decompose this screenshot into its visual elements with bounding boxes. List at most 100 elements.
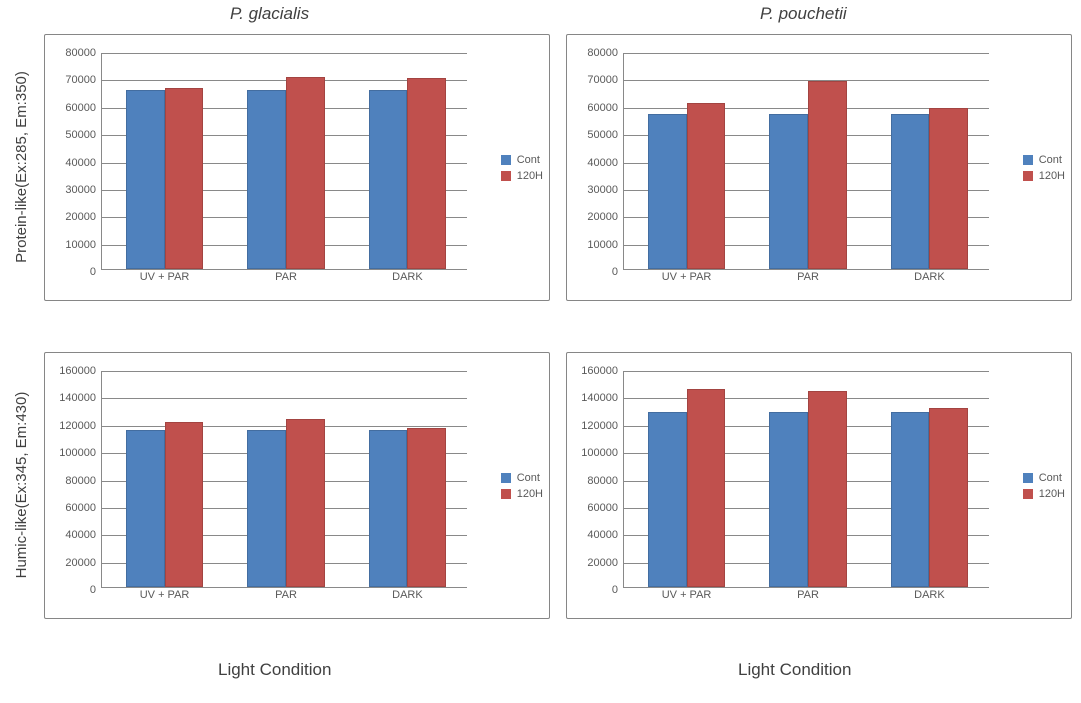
gridline (102, 398, 467, 399)
chart-humic-pouchetii: 0200004000060000800001000001200001400001… (566, 352, 1072, 619)
legend-swatch-120h (1023, 171, 1033, 181)
y-tick-label: 50000 (46, 129, 96, 141)
col-title-glacialis: P. glacialis (230, 4, 309, 24)
y-tick-label: 160000 (568, 365, 618, 377)
legend-item-120h: 120H (501, 488, 543, 500)
x-tick-label: DARK (392, 589, 423, 601)
gridline (624, 371, 989, 372)
y-tick-label: 70000 (568, 74, 618, 86)
legend-swatch-cont (501, 473, 511, 483)
y-tick-label: 40000 (46, 529, 96, 541)
y-tick-label: 0 (568, 584, 618, 596)
bar-h120 (286, 77, 325, 269)
bar-cont (369, 90, 408, 269)
y-tick-label: 40000 (568, 157, 618, 169)
y-tick-label: 0 (46, 266, 96, 278)
x-tick-label: PAR (275, 271, 297, 283)
row-title-humic: Humic-like(Ex:345, Em:430) (13, 355, 31, 615)
y-tick-label: 80000 (568, 475, 618, 487)
legend: Cont 120H (1023, 150, 1065, 186)
legend-item-cont: Cont (1023, 472, 1065, 484)
legend: Cont 120H (1023, 468, 1065, 504)
y-tick-label: 10000 (46, 239, 96, 251)
y-tick-label: 0 (46, 584, 96, 596)
y-tick-label: 60000 (568, 102, 618, 114)
bar-h120 (407, 428, 446, 587)
bar-h120 (165, 88, 204, 269)
legend-label: Cont (517, 472, 540, 484)
legend-item-cont: Cont (1023, 154, 1065, 166)
bar-cont (247, 90, 286, 269)
y-tick-label: 80000 (46, 47, 96, 59)
figure-grid: P. glacialis P. pouchetii Protein-like(E… (0, 0, 1081, 703)
bar-cont (891, 412, 930, 587)
x-ticks: UV + PAR PAR DARK (102, 271, 467, 289)
legend-label: Cont (517, 154, 540, 166)
bar-h120 (929, 108, 968, 270)
legend-label: Cont (1039, 472, 1062, 484)
col-title-pouchetii: P. pouchetii (760, 4, 847, 24)
plot-area: 0200004000060000800001000001200001400001… (623, 371, 989, 588)
legend-item-cont: Cont (501, 154, 543, 166)
x-axis-title-right: Light Condition (738, 660, 851, 680)
x-axis-title-left: Light Condition (218, 660, 331, 680)
bar-h120 (687, 103, 726, 269)
y-tick-label: 100000 (568, 447, 618, 459)
x-tick-label: DARK (392, 271, 423, 283)
bar-h120 (808, 391, 847, 587)
gridline (624, 53, 989, 54)
gridline (624, 398, 989, 399)
plot-area: 0100002000030000400005000060000700008000… (623, 53, 989, 270)
y-tick-label: 30000 (568, 184, 618, 196)
x-tick-label: PAR (275, 589, 297, 601)
bar-h120 (808, 81, 847, 269)
x-tick-label: UV + PAR (140, 589, 190, 601)
legend-swatch-cont (501, 155, 511, 165)
bar-cont (247, 430, 286, 587)
bar-cont (769, 412, 808, 587)
legend-item-120h: 120H (1023, 170, 1065, 182)
x-tick-label: UV + PAR (140, 271, 190, 283)
x-tick-label: PAR (797, 589, 819, 601)
legend-swatch-cont (1023, 473, 1033, 483)
legend-swatch-120h (1023, 489, 1033, 499)
x-ticks: UV + PAR PAR DARK (102, 589, 467, 607)
bar-h120 (286, 419, 325, 587)
legend-label: 120H (517, 488, 543, 500)
gridline (102, 371, 467, 372)
x-ticks: UV + PAR PAR DARK (624, 589, 989, 607)
y-tick-label: 20000 (46, 211, 96, 223)
y-tick-label: 140000 (568, 392, 618, 404)
x-tick-label: DARK (914, 589, 945, 601)
y-tick-label: 30000 (46, 184, 96, 196)
bar-cont (369, 430, 408, 587)
legend-item-120h: 120H (501, 170, 543, 182)
y-tick-label: 0 (568, 266, 618, 278)
y-tick-label: 20000 (46, 557, 96, 569)
row-title-protein: Protein-like(Ex:285, Em:350) (13, 37, 31, 297)
bar-h120 (687, 389, 726, 587)
y-tick-label: 60000 (46, 102, 96, 114)
plot-area: 0200004000060000800001000001200001400001… (101, 371, 467, 588)
y-tick-label: 10000 (568, 239, 618, 251)
chart-humic-glacialis: 0200004000060000800001000001200001400001… (44, 352, 550, 619)
y-tick-label: 100000 (46, 447, 96, 459)
bar-cont (648, 412, 687, 587)
y-tick-label: 60000 (568, 502, 618, 514)
y-tick-label: 80000 (46, 475, 96, 487)
legend: Cont 120H (501, 468, 543, 504)
legend-swatch-cont (1023, 155, 1033, 165)
bar-cont (648, 114, 687, 269)
plot-area: 0100002000030000400005000060000700008000… (101, 53, 467, 270)
y-tick-label: 20000 (568, 211, 618, 223)
chart-protein-pouchetii: 0100002000030000400005000060000700008000… (566, 34, 1072, 301)
bar-cont (126, 90, 165, 269)
legend-item-120h: 120H (1023, 488, 1065, 500)
y-tick-label: 80000 (568, 47, 618, 59)
bar-cont (769, 114, 808, 269)
y-tick-label: 60000 (46, 502, 96, 514)
bar-cont (891, 114, 930, 269)
x-tick-label: UV + PAR (662, 589, 712, 601)
legend-swatch-120h (501, 489, 511, 499)
x-tick-label: PAR (797, 271, 819, 283)
